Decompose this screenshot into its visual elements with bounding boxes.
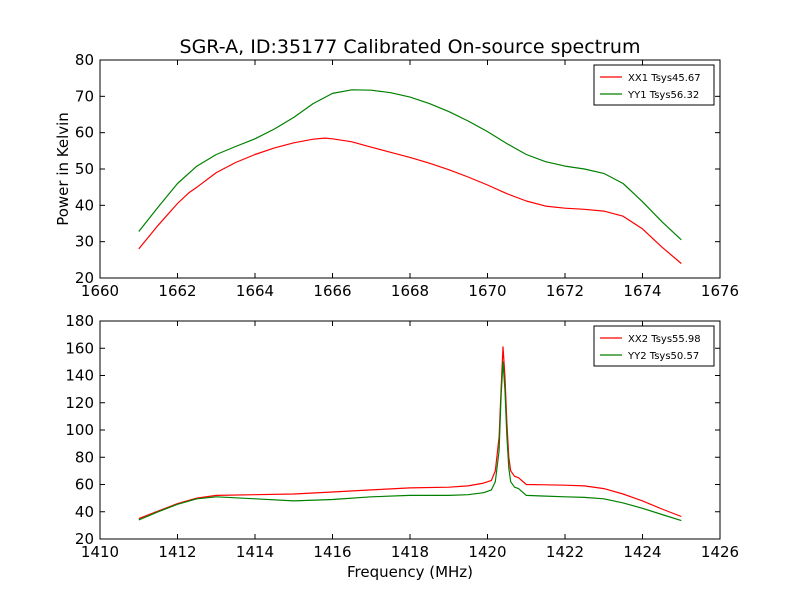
legend-label: XX1 Tsys45.67 bbox=[628, 73, 701, 84]
bottom-panel: 1410 1412 1414 1416 1418 1420 1422 1424 1426 20 40… bbox=[65, 312, 739, 561]
y-tick-label: 60 bbox=[75, 124, 94, 142]
y-tick-label: 50 bbox=[75, 160, 94, 178]
x-tick-label: 1416 bbox=[313, 543, 351, 561]
y-tick-label: 120 bbox=[65, 394, 94, 412]
y-tick-label: 100 bbox=[65, 421, 94, 439]
x-tick-label: 1662 bbox=[158, 282, 196, 300]
x-tick-label: 1666 bbox=[313, 282, 351, 300]
x-tick-label: 1422 bbox=[546, 543, 584, 561]
legend-label: YY2 Tsys50.57 bbox=[627, 351, 699, 362]
x-axis-label: Frequency (MHz) bbox=[347, 563, 473, 581]
x-tick-label: 1426 bbox=[701, 543, 739, 561]
y-tick-label: 40 bbox=[75, 196, 94, 214]
chart-title: SGR-A, ID:35177 Calibrated On-source spe… bbox=[180, 36, 641, 58]
y-axis-label: Power in Kelvin bbox=[54, 112, 72, 226]
x-tick-label: 1672 bbox=[546, 282, 584, 300]
y-tick-label: 40 bbox=[75, 503, 94, 521]
y-tick-label: 20 bbox=[75, 530, 94, 548]
series-line-yy1 bbox=[138, 89, 682, 241]
legend: XX2 Tsys55.98 YY2 Tsys50.57 bbox=[593, 325, 715, 367]
y-tick-label: 160 bbox=[65, 339, 94, 357]
y-tick-label: 140 bbox=[65, 367, 94, 385]
legend-label: XX2 Tsys55.98 bbox=[628, 334, 701, 345]
series-line-xx1 bbox=[138, 137, 682, 264]
x-tick-label: 1420 bbox=[468, 543, 506, 561]
x-tick-label: 1660 bbox=[81, 282, 119, 300]
top-panel: 1660 1662 1664 1666 1668 1670 1672 1674 1676 20 30… bbox=[75, 51, 739, 300]
y-tick-label: 180 bbox=[65, 312, 94, 330]
y-tick-label: 30 bbox=[75, 233, 94, 251]
legend-box bbox=[593, 64, 715, 106]
x-tick-label: 1414 bbox=[236, 543, 274, 561]
y-tick-label: 60 bbox=[75, 476, 94, 494]
legend-box bbox=[593, 325, 715, 367]
x-tick-label: 1424 bbox=[623, 543, 661, 561]
y-tick-label: 70 bbox=[75, 87, 94, 105]
series-line-yy2 bbox=[138, 361, 682, 522]
y-tick-label: 20 bbox=[75, 269, 94, 287]
legend-label: YY1 Tsys56.32 bbox=[627, 90, 699, 101]
y-tick-label: 80 bbox=[75, 51, 94, 69]
x-tick-label: 1670 bbox=[468, 282, 506, 300]
legend: XX1 Tsys45.67 YY1 Tsys56.32 bbox=[593, 64, 715, 106]
y-tick-label: 80 bbox=[75, 448, 94, 466]
x-tick-label: 1674 bbox=[623, 282, 661, 300]
x-tick-label: 1418 bbox=[391, 543, 429, 561]
x-tick-label: 1668 bbox=[391, 282, 429, 300]
x-tick-label: 1664 bbox=[236, 282, 274, 300]
x-tick-label: 1676 bbox=[701, 282, 739, 300]
x-tick-label: 1412 bbox=[158, 543, 196, 561]
x-tick-label: 1410 bbox=[81, 543, 119, 561]
